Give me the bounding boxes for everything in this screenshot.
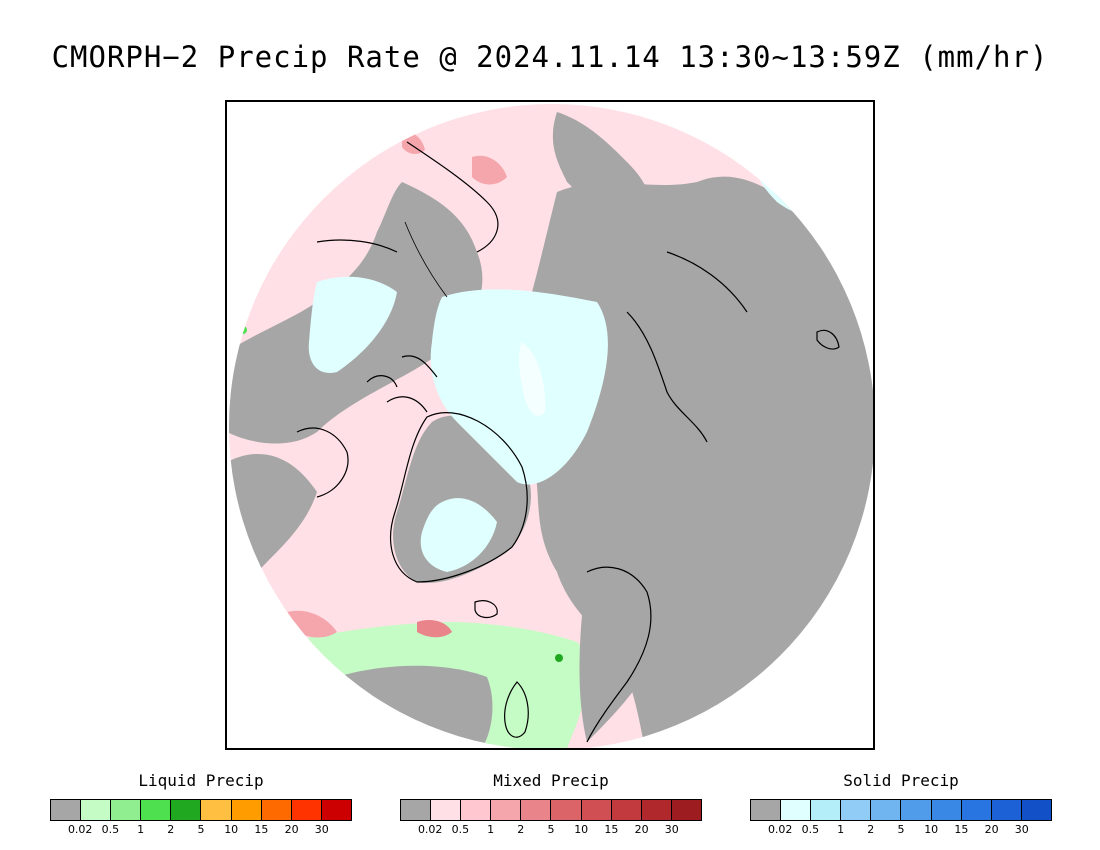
legend-mixed-colorbar <box>400 799 702 821</box>
liquid-swatch-7 <box>261 800 292 820</box>
liquid-swatch-9 <box>321 800 351 820</box>
legend-tick-label: 20 <box>984 823 999 836</box>
mixed-swatch-3 <box>491 800 522 820</box>
international-border-line <box>404 221 448 298</box>
legend-tick-label: 30 <box>314 823 329 836</box>
canadian-archipelago-coastline <box>366 355 438 413</box>
solid-precip-region-hudson <box>308 276 397 373</box>
legend-mixed: Mixed Precip 0.02 0.5 1 2 5 10 15 20 30 <box>400 770 702 837</box>
liquid-swatch-3 <box>141 800 172 820</box>
liquid-swatch-5 <box>201 800 232 820</box>
solid-precip-region-greenland <box>420 498 497 572</box>
legend-tick-label: 1 <box>487 823 495 836</box>
caspian-coastline <box>816 329 840 350</box>
legend-mixed-ticks: 0.02 0.5 1 2 5 10 15 20 30 <box>400 821 702 837</box>
legend-tick-label: 0.5 <box>801 823 820 836</box>
legend-tick-label: 10 <box>574 823 589 836</box>
solid-precip-region-arctic <box>430 289 608 485</box>
solid-swatch-2 <box>811 800 842 820</box>
liquid-precip-spot-2 <box>424 121 430 127</box>
legend-tick-label: 30 <box>1014 823 1029 836</box>
legend-tick-label: 15 <box>954 823 969 836</box>
british-isles-coastline <box>504 681 529 738</box>
legend-tick-label: 15 <box>254 823 269 836</box>
legend-solid-colorbar <box>750 799 1052 821</box>
legend-tick-label: 15 <box>604 823 619 836</box>
legend-tick-label: 0.02 <box>67 823 93 836</box>
mixed-precip-patch-iceland <box>417 620 452 638</box>
legend-mixed-title: Mixed Precip <box>493 771 609 790</box>
legend-liquid: Liquid Precip 0.02 0.5 1 2 5 10 15 20 30 <box>50 770 352 837</box>
map-title: CMORPH−2 Precip Rate @ 2024.11.14 13:30~… <box>51 40 1049 74</box>
mixed-swatch-2 <box>461 800 492 820</box>
legend-tick-label: 20 <box>284 823 299 836</box>
legend-tick-label: 2 <box>517 823 525 836</box>
solid-swatch-4 <box>871 800 902 820</box>
legend-tick-label: 5 <box>197 823 205 836</box>
mixed-swatch-7 <box>611 800 642 820</box>
solid-swatch-5 <box>901 800 932 820</box>
no-precip-region-alaska <box>552 112 648 215</box>
mixed-precip-patch-alaska <box>472 155 507 185</box>
polar-map-frame <box>225 100 875 750</box>
liquid-precip-spot-3 <box>555 654 563 662</box>
solid-swatch-9 <box>1021 800 1051 820</box>
iceland-coastline <box>474 600 498 619</box>
legend-tick-label: 0.5 <box>101 823 120 836</box>
legend-tick-label: 1 <box>137 823 145 836</box>
mixed-swatch-0 <box>401 800 432 820</box>
legend-liquid-colorbar <box>50 799 352 821</box>
legend-solid: Solid Precip 0.02 0.5 1 2 5 10 15 20 30 <box>750 770 1052 837</box>
hudson-bay-coastline <box>296 427 349 498</box>
solid-swatch-0 <box>751 800 782 820</box>
legend-solid-title: Solid Precip <box>843 771 959 790</box>
greenland-coastline <box>390 412 528 583</box>
legend-liquid-ticks: 0.02 0.5 1 2 5 10 15 20 30 <box>50 821 352 837</box>
no-precip-region-scandinavia <box>579 557 671 742</box>
legend-tick-label: 0.02 <box>417 823 443 836</box>
legend-tick-label: 2 <box>867 823 875 836</box>
mixed-swatch-9 <box>671 800 701 820</box>
liquid-precip-spot-1 <box>239 326 247 334</box>
legend-tick-label: 1 <box>837 823 845 836</box>
legend-tick-label: 20 <box>634 823 649 836</box>
coastlines <box>296 141 840 743</box>
legend-solid-ticks: 0.02 0.5 1 2 5 10 15 20 30 <box>750 821 1052 837</box>
solid-precip-core <box>519 342 546 416</box>
liquid-swatch-2 <box>111 800 142 820</box>
solid-swatch-7 <box>961 800 992 820</box>
legend-tick-label: 5 <box>897 823 905 836</box>
mixed-swatch-6 <box>581 800 612 820</box>
legend-tick-label: 10 <box>924 823 939 836</box>
liquid-swatch-0 <box>51 800 82 820</box>
solid-swatch-8 <box>991 800 1022 820</box>
solid-swatch-6 <box>931 800 962 820</box>
legend-tick-label: 5 <box>547 823 555 836</box>
liquid-swatch-1 <box>81 800 112 820</box>
mixed-swatch-4 <box>521 800 552 820</box>
legend-tick-label: 10 <box>224 823 239 836</box>
no-precip-region-north-atlantic <box>337 665 493 748</box>
liquid-swatch-8 <box>291 800 322 820</box>
legend-tick-label: 0.5 <box>451 823 470 836</box>
alaska-coastline <box>316 141 499 253</box>
mixed-swatch-8 <box>641 800 672 820</box>
liquid-swatch-4 <box>171 800 202 820</box>
siberia-coastline <box>626 251 748 443</box>
legend-liquid-title: Liquid Precip <box>138 771 264 790</box>
liquid-swatch-6 <box>231 800 262 820</box>
legend-tick-label: 30 <box>664 823 679 836</box>
scandinavia-coastline <box>586 566 652 743</box>
polar-stereographic-map <box>229 104 873 748</box>
legend-tick-label: 0.02 <box>767 823 793 836</box>
mixed-swatch-1 <box>431 800 462 820</box>
solid-swatch-1 <box>781 800 812 820</box>
solid-swatch-3 <box>841 800 872 820</box>
mixed-swatch-5 <box>551 800 582 820</box>
legend-tick-label: 2 <box>167 823 175 836</box>
